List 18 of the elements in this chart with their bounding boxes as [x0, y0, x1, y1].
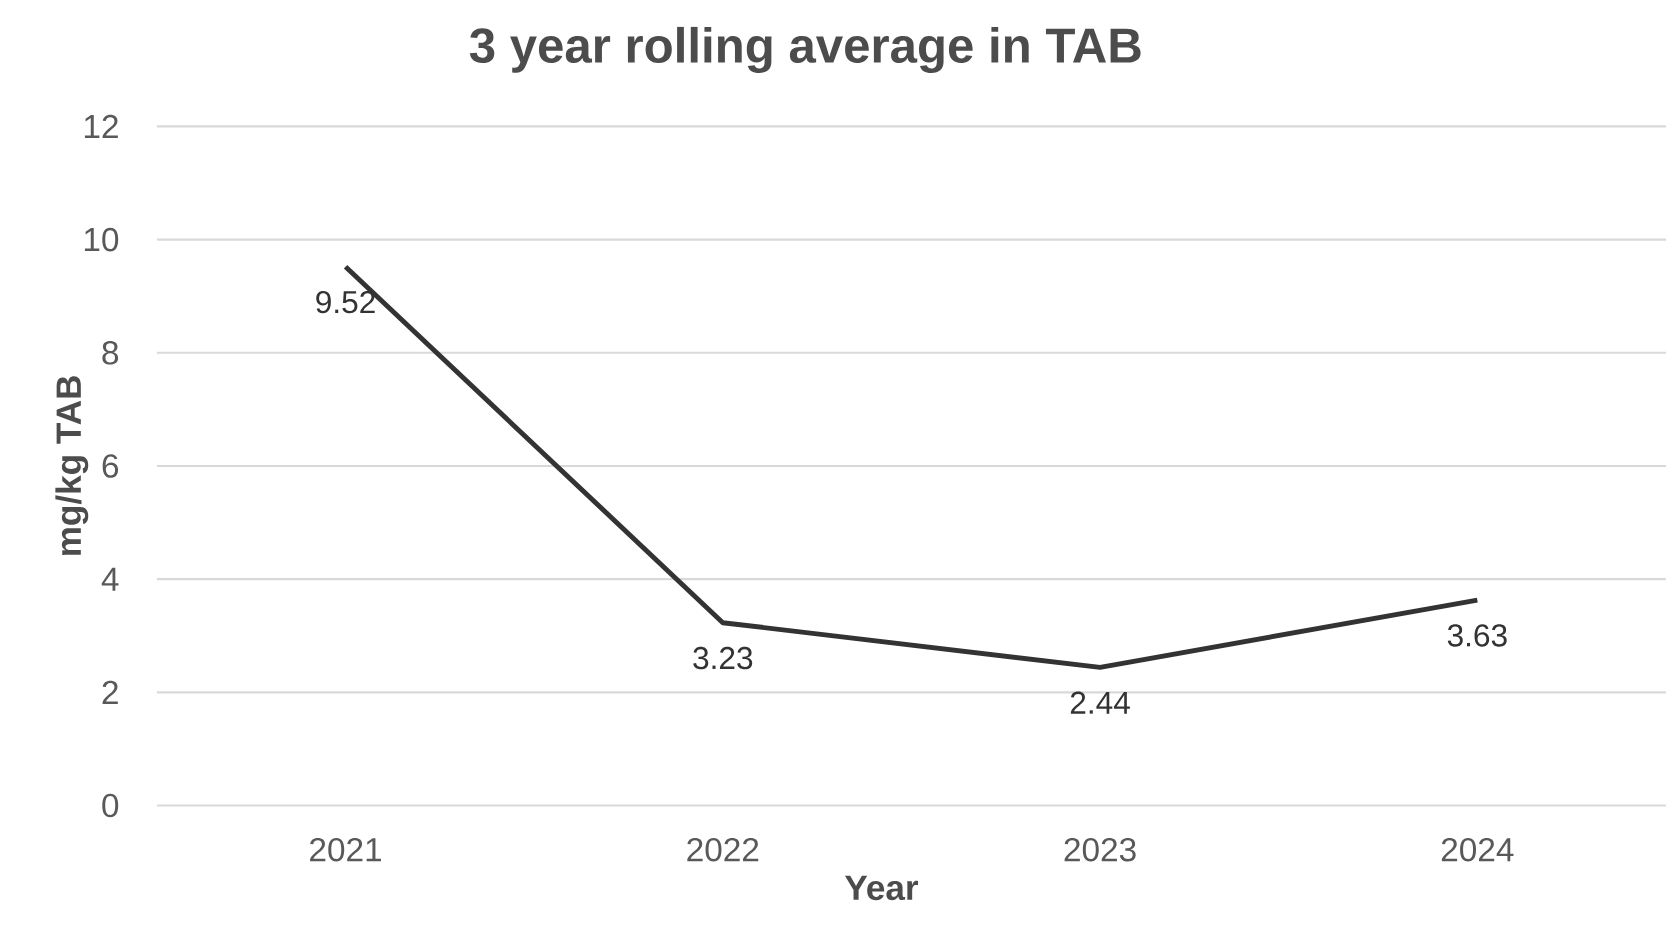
- x-axis-title: Year: [844, 875, 919, 900]
- x-tick-label: 2023: [1064, 837, 1136, 862]
- x-tick-label: 2021: [310, 837, 381, 862]
- y-tick-label: 2: [102, 680, 118, 704]
- y-tick-label: 10: [84, 227, 119, 252]
- data-label: 9.52: [316, 290, 375, 314]
- chart-title: 3 year rolling average in TAB: [469, 26, 1141, 73]
- x-tick-label: 2024: [1441, 837, 1514, 862]
- y-axis-title: mg/kg TAB: [55, 375, 89, 555]
- y-tick-label: 12: [84, 114, 118, 138]
- data-label: 2.44: [1070, 691, 1130, 714]
- y-tick-label: 8: [102, 340, 119, 365]
- x-tick-label: 2022: [687, 837, 759, 862]
- y-tick-label: 4: [101, 567, 119, 591]
- data-label: 3.23: [693, 646, 753, 670]
- y-tick-label: 0: [102, 793, 119, 818]
- data-label: 3.63: [1447, 624, 1507, 647]
- y-tick-label: 6: [102, 453, 119, 478]
